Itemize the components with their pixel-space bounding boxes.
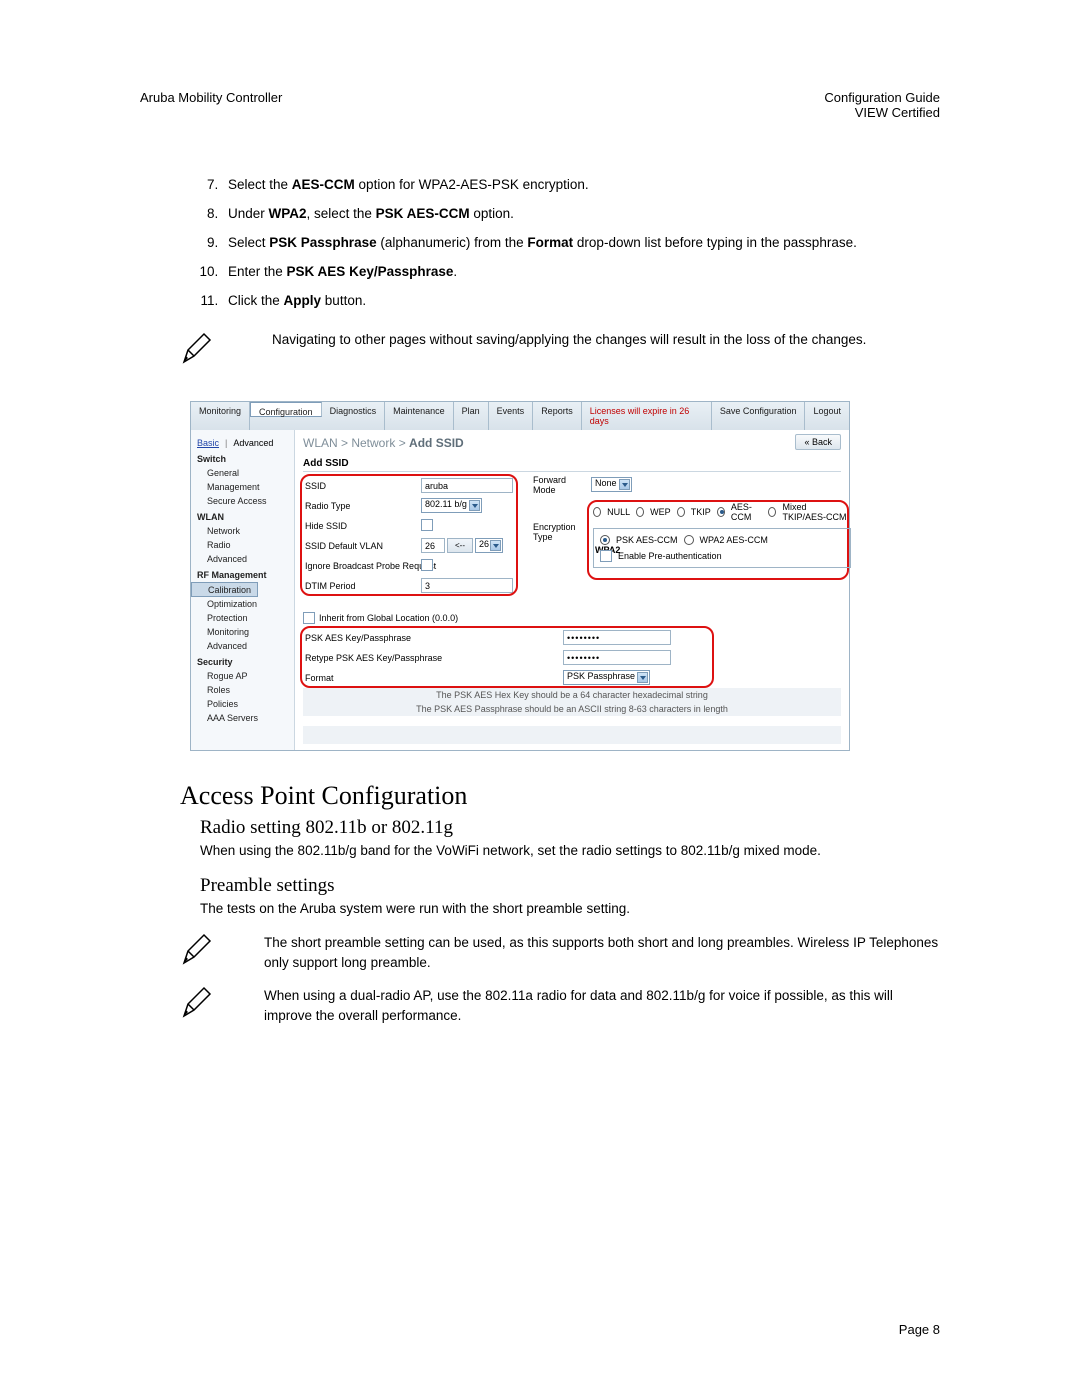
step-9: Select PSK Passphrase (alphanumeric) fro… [222,233,940,254]
sidebar-item-network[interactable]: Network [191,524,294,538]
sidebar-group-security: Security [191,653,294,669]
encryption-type-label: Encryption Type [531,504,593,542]
note-short-preamble: The short preamble setting can be used, … [180,933,940,974]
highlight-psk-block [300,626,714,688]
page-header: Aruba Mobility Controller Configuration … [140,90,940,120]
step-11: Click the Apply button. [222,291,940,312]
step-list: Select the AES-CCM option for WPA2-AES-P… [140,175,940,312]
pencil-icon [180,330,222,371]
para-radio: When using the 802.11b/g band for the Vo… [200,841,940,861]
radio-type-select[interactable]: 802.11 b/g [421,498,482,513]
para-preamble: The tests on the Aruba system were run w… [200,899,940,919]
sidebar-group-wlan: WLAN [191,508,294,524]
tab-plan[interactable]: Plan [454,402,489,430]
radio-aes-ccm[interactable] [717,507,725,517]
section-header: Add SSID [303,456,841,472]
inherit-label: Inherit from Global Location (0.0.0) [315,613,458,623]
step-10: Enter the PSK AES Key/Passphrase. [222,262,940,283]
app-window: Monitoring Configuration Diagnostics Mai… [190,401,850,751]
radio-null[interactable] [593,507,601,517]
save-configuration-button[interactable]: Save Configuration [711,402,805,430]
chevron-down-icon [469,500,480,511]
heading-radio-setting: Radio setting 802.11b or 802.11g [200,817,940,839]
tab-diagnostics[interactable]: Diagnostics [322,402,386,430]
sidebar-item-management[interactable]: Management [191,480,294,494]
forward-mode-select[interactable]: None [591,477,632,492]
heading-access-point: Access Point Configuration [180,781,940,811]
sidebar-item-secure-access[interactable]: Secure Access [191,494,294,508]
sidebar-group-rf: RF Management [191,566,294,582]
highlight-config-block [300,474,518,596]
radio-wep[interactable] [636,507,644,517]
tab-configuration[interactable]: Configuration [250,402,322,417]
preauth-checkbox[interactable] [600,550,612,562]
chevron-down-icon [619,479,630,490]
header-right: Configuration Guide VIEW Certified [824,90,940,120]
basic-link[interactable]: Basic [197,438,219,448]
format-select[interactable]: PSK Passphrase [563,670,650,685]
sidebar-item-calibration[interactable]: Calibration [191,582,258,597]
pencil-icon [180,986,222,1025]
sidebar-item-rf-advanced[interactable]: Advanced [191,639,294,653]
inherit-checkbox[interactable] [303,612,315,624]
header-left: Aruba Mobility Controller [140,90,282,120]
tab-events[interactable]: Events [489,402,534,430]
heading-preamble: Preamble settings [200,875,940,897]
radio-wpa2-aes-ccm[interactable] [684,535,694,545]
sidebar-item-rogue-ap[interactable]: Rogue AP [191,669,294,683]
sidebar-item-radio[interactable]: Radio [191,538,294,552]
wpa2-group: PSK AES-CCM WPA2 AES-CCM Enable Pre-auth… [593,528,851,568]
sidebar-item-rf-monitoring[interactable]: Monitoring [191,625,294,639]
note-dual-radio: When using a dual-radio AP, use the 802.… [180,986,940,1027]
footer-bar [303,726,841,744]
pencil-icon [180,933,222,972]
sidebar-item-wlan-advanced[interactable]: Advanced [191,552,294,566]
step-7: Select the AES-CCM option for WPA2-AES-P… [222,175,940,196]
radio-psk-aes-ccm[interactable] [600,535,610,545]
document-page: Aruba Mobility Controller Configuration … [0,0,1080,1397]
form-area: SSID Radio Type802.11 b/g Hide SSID SSID… [303,476,841,744]
screenshot-add-ssid: Monitoring Configuration Diagnostics Mai… [190,401,850,751]
advanced-label: Advanced [233,438,273,448]
tab-maintenance[interactable]: Maintenance [385,402,454,430]
sidebar-item-protection[interactable]: Protection [191,611,294,625]
radio-tkip[interactable] [677,507,685,517]
caption-passphrase: The PSK AES Passphrase should be an ASCI… [303,702,841,716]
sidebar-item-policies[interactable]: Policies [191,697,294,711]
right-column: Forward ModeNone Encryption Type NULL WE… [531,476,851,568]
license-warning: Licenses will expire in 26 days [582,402,711,430]
logout-button[interactable]: Logout [804,402,849,430]
chevron-down-icon [490,540,501,551]
caption-hex: The PSK AES Hex Key should be a 64 chara… [303,688,841,702]
sidebar-item-general[interactable]: General [191,466,294,480]
tab-monitoring[interactable]: Monitoring [191,402,250,430]
tab-bar: Monitoring Configuration Diagnostics Mai… [191,402,849,430]
sidebar-item-optimization[interactable]: Optimization [191,597,294,611]
vlan-select[interactable]: 26 [475,538,503,553]
forward-mode-label: Forward Mode [531,475,591,495]
note-navigating: Navigating to other pages without saving… [180,330,940,371]
sidebar-item-roles[interactable]: Roles [191,683,294,697]
sidebar-group-switch: Switch [191,450,294,466]
main-panel: WLAN > Network > Add SSID « Back Add SSI… [295,430,849,750]
chevron-down-icon [637,672,648,683]
back-button[interactable]: « Back [795,434,841,450]
sidebar: Basic | Advanced Switch General Manageme… [191,430,295,750]
step-8: Under WPA2, select the PSK AES-CCM optio… [222,204,940,225]
breadcrumb: WLAN > Network > Add SSID [303,436,841,450]
tab-reports[interactable]: Reports [533,402,582,430]
sidebar-item-aaa-servers[interactable]: AAA Servers [191,711,294,725]
page-number: Page 8 [899,1322,940,1337]
sidebar-mode-row: Basic | Advanced [191,436,294,450]
